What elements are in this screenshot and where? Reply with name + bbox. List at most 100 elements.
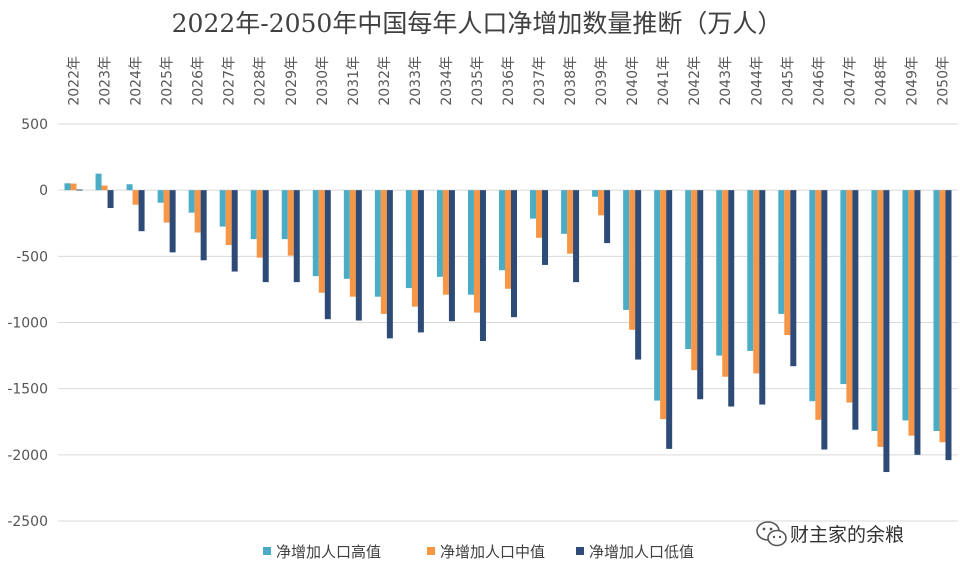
x-tick-label: 2036年 (501, 56, 517, 106)
bar-mid (70, 183, 77, 191)
bar-low (852, 190, 859, 430)
x-tick-label: 2046年 (811, 56, 827, 106)
bar-low (448, 190, 455, 322)
bar-high (902, 190, 909, 421)
x-tick-label: 2037年 (532, 56, 548, 106)
bar-high (126, 184, 133, 191)
bar-high (685, 190, 692, 349)
bar-high (312, 190, 319, 277)
bar-low (542, 190, 549, 265)
bar-mid (629, 190, 636, 330)
bar-mid (411, 190, 418, 307)
x-tick-label: 2039年 (594, 56, 610, 106)
x-tick-label: 2029年 (284, 56, 300, 106)
bar-high (64, 183, 71, 191)
y-tick-label: 500 (21, 117, 48, 133)
x-tick-label: 2030年 (315, 56, 331, 106)
bar-mid (163, 190, 170, 223)
bar-high (716, 190, 723, 356)
x-tick-label: 2028年 (253, 56, 269, 106)
x-axis: 2022年 2023年 2024年 2025年 2026年 2027年 2028年 2029年… (67, 56, 952, 106)
x-tick-label: 2042年 (687, 56, 703, 106)
x-tick-label: 2040年 (625, 56, 641, 106)
bar-mid (691, 190, 698, 371)
bar-low (728, 190, 735, 407)
x-tick-label: 2022年 (67, 56, 83, 106)
bar-low (883, 190, 890, 473)
bar-mid (815, 190, 822, 420)
bar-high (219, 190, 226, 227)
bar-low (573, 190, 580, 283)
bar-low (200, 190, 207, 261)
bar-low (107, 190, 114, 209)
bar-low (821, 190, 828, 450)
bar-low (76, 189, 83, 191)
x-tick-label: 2050年 (935, 56, 951, 106)
bar-low (666, 190, 673, 449)
wechat-icon (756, 521, 787, 547)
x-tick-label: 2031年 (346, 56, 362, 106)
bar-mid (784, 190, 791, 336)
x-tick-label: 2023年 (98, 56, 114, 106)
bar-low (262, 190, 269, 283)
legend-swatch (576, 547, 584, 555)
bar-high (157, 190, 164, 203)
y-tick-label: -1500 (7, 382, 48, 398)
bar-high (778, 190, 785, 314)
x-tick-label: 2044年 (749, 56, 765, 106)
bar-high (374, 190, 381, 297)
bar-low (417, 190, 424, 333)
bar-high (436, 190, 443, 277)
x-tick-label: 2034年 (439, 56, 455, 106)
legend-swatch (427, 547, 435, 555)
bar-mid (660, 190, 667, 420)
bars (64, 173, 952, 473)
x-tick-label: 2026年 (191, 56, 207, 106)
x-tick-label: 2047年 (842, 56, 858, 106)
x-tick-label: 2045年 (780, 56, 796, 106)
bar-high (530, 190, 537, 219)
bar-mid (939, 190, 946, 443)
legend: 净增加人口高值 净增加人口中值 净增加人口低值 (263, 543, 694, 561)
bar-high (467, 190, 474, 295)
bar-mid (598, 190, 605, 216)
bar-low (945, 190, 952, 461)
bar-mid (567, 190, 574, 254)
bar-mid (225, 190, 232, 246)
x-tick-label: 2024年 (129, 56, 145, 106)
x-tick-label: 2043年 (718, 56, 734, 106)
bar-high (343, 190, 350, 279)
x-tick-label: 2049年 (904, 56, 920, 106)
bar-high (871, 190, 878, 432)
bar-mid (722, 190, 729, 377)
bar-high (188, 190, 195, 213)
bar-high (654, 190, 661, 401)
bar-mid (349, 190, 356, 297)
bar-mid (442, 190, 449, 295)
y-tick-label: 0 (39, 183, 48, 199)
bar-low (759, 190, 766, 405)
bar-high (809, 190, 816, 402)
chart-title: 2022年-2050年中国每年人口净增加数量推断（万人） (172, 9, 783, 38)
legend-label: 净增加人口中值 (440, 543, 545, 561)
bar-mid (287, 190, 294, 256)
bar-high (623, 190, 630, 310)
bar-low (355, 190, 362, 321)
bar-mid (753, 190, 760, 374)
bar-high (561, 190, 568, 234)
watermark-text: 财主家的余粮 (790, 524, 904, 546)
bar-high (933, 190, 940, 432)
y-axis: 500 0 -500 -1000 -1500 -2000 -2500 (7, 117, 48, 530)
x-tick-label: 2041年 (656, 56, 672, 106)
bar-mid (908, 190, 915, 436)
bar-low (324, 190, 331, 320)
bar-high (840, 190, 847, 385)
bar-low (231, 190, 238, 272)
bar-mid (505, 190, 511, 289)
bar-high (405, 190, 412, 289)
legend-swatch (263, 547, 271, 555)
x-tick-label: 2038年 (563, 56, 579, 106)
bar-mid (101, 185, 108, 191)
bar-high (592, 190, 599, 197)
